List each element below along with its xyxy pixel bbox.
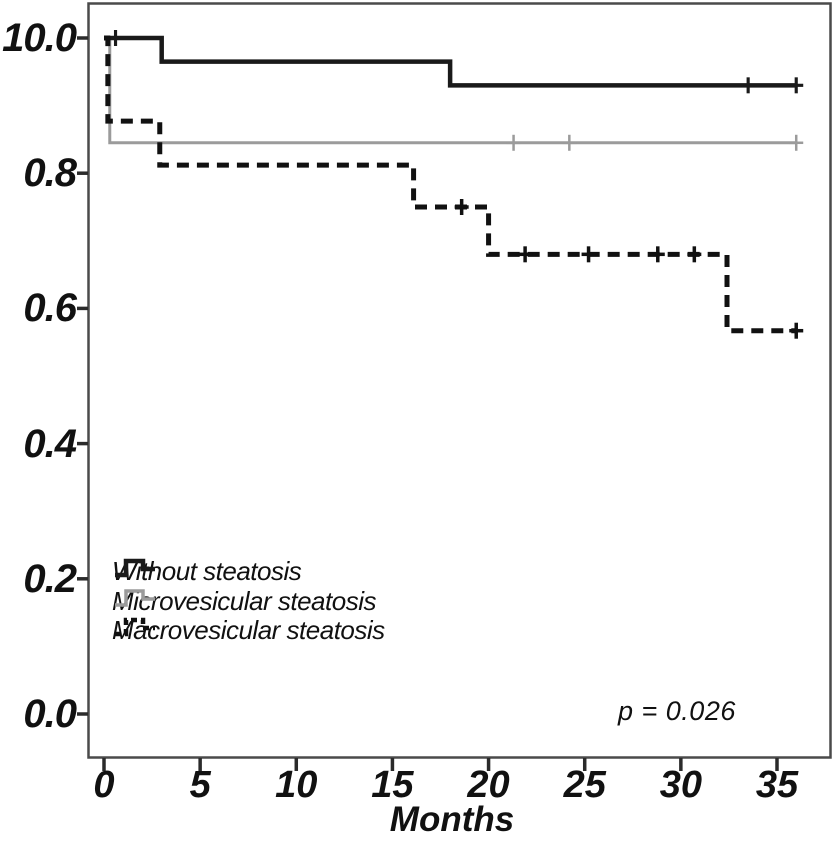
step-line-solid-gray-icon xyxy=(115,589,155,607)
y-tick-label: 0.6 xyxy=(23,286,77,331)
x-tick-label: 0 xyxy=(93,764,115,806)
x-tick-label: 20 xyxy=(467,764,510,806)
legend-label: Macrovesicular steatosis xyxy=(112,614,385,645)
series-line-without-steatosis xyxy=(104,35,797,88)
step-line-dashed-black-icon xyxy=(115,617,155,637)
y-tick-label: 0.4 xyxy=(23,421,77,466)
y-tick-label: 0.0 xyxy=(23,692,77,736)
x-tick-label: 30 xyxy=(659,764,702,806)
x-tick-label: 35 xyxy=(755,764,799,806)
legend-item-without-steatosis: Without steatosis xyxy=(112,556,302,586)
x-tick-label: 25 xyxy=(563,764,606,806)
x-axis-title: Months xyxy=(389,800,515,839)
y-tick-label: 0.2 xyxy=(23,556,77,601)
p-value-annotation: p = 0.026 xyxy=(618,696,736,726)
y-tick-label: 0.8 xyxy=(23,151,77,196)
x-tick-label: 5 xyxy=(189,764,211,806)
x-tick-label: 15 xyxy=(371,764,414,806)
step-line-solid-black-icon xyxy=(115,558,155,578)
x-tick-label: 10 xyxy=(275,764,318,806)
legend-item-macrovesicular-steatosis: Macrovesicular steatosis xyxy=(112,615,385,645)
y-tick-label: 10.0 xyxy=(2,16,77,60)
legend-label: Microvesicular steatosis xyxy=(112,585,376,616)
legend-item-microvesicular-steatosis: Microvesicular steatosis xyxy=(112,586,376,616)
plot-frame xyxy=(87,2,832,759)
series-line-microvesicular-steatosis xyxy=(104,36,797,145)
